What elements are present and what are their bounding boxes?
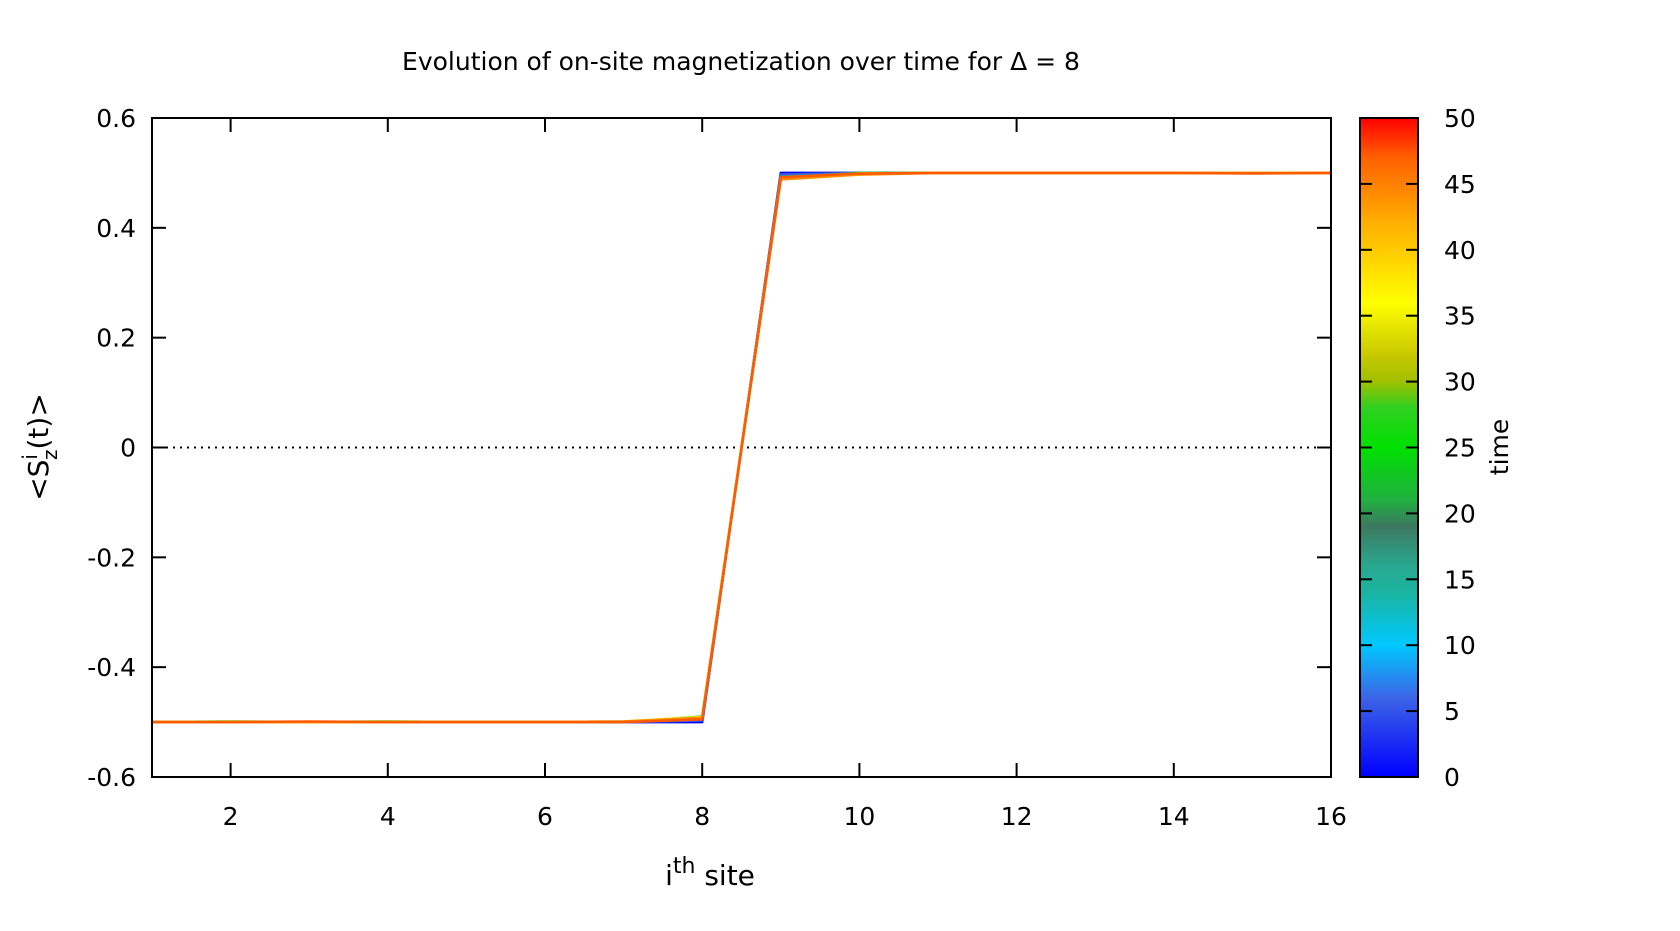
colorbar-tick-label: 50 xyxy=(1444,104,1476,133)
x-tick-label: 14 xyxy=(1158,802,1190,831)
y-axis-label-tail: (t)> xyxy=(22,393,55,449)
x-tick-label: 12 xyxy=(1001,802,1033,831)
y-axis-label-sup: i xyxy=(18,454,42,460)
x-axis-label-base: i xyxy=(665,859,673,892)
y-tick-label: 0.4 xyxy=(96,214,136,243)
y-tick-label: -0.6 xyxy=(87,763,136,792)
x-tick-label: 2 xyxy=(223,802,239,831)
y-tick-label: 0.2 xyxy=(96,324,136,353)
colorbar-tick-label: 45 xyxy=(1444,170,1476,199)
x-tick-label: 16 xyxy=(1315,802,1347,831)
chart-title: Evolution of on-site magnetization over … xyxy=(402,47,1080,76)
y-tick-label: 0.6 xyxy=(96,104,136,133)
series-lines xyxy=(152,171,1331,724)
y-tick-label: -0.2 xyxy=(87,543,136,572)
colorbar-tick-label: 20 xyxy=(1444,499,1476,528)
colorbar-tick-label: 0 xyxy=(1444,763,1460,792)
colorbar-tick-label: 10 xyxy=(1444,631,1476,660)
x-tick-label: 6 xyxy=(537,802,553,831)
colorbar-tick-label: 30 xyxy=(1444,368,1476,397)
y-tick-label: -0.4 xyxy=(87,653,136,682)
y-axis-ticks: 0.6 0.4 0.2 0 -0.2 -0.4 -0.6 xyxy=(87,104,1331,792)
y-axis-label: <Siz(t)> xyxy=(18,393,62,501)
series-line-6 xyxy=(152,171,1331,724)
x-axis-ticks: 2 4 6 8 10 12 14 16 xyxy=(223,118,1347,831)
y-tick-label: 0 xyxy=(120,434,136,463)
x-tick-label: 10 xyxy=(843,802,875,831)
colorbar-tick-label: 5 xyxy=(1444,697,1460,726)
x-axis-label-rest: site xyxy=(695,859,754,892)
x-axis-label: ith site xyxy=(665,854,755,892)
colorbar-tick-label: 15 xyxy=(1444,565,1476,594)
colorbar-tick-label: 40 xyxy=(1444,236,1476,265)
x-axis-label-sup: th xyxy=(673,854,696,879)
colorbar-label: time xyxy=(1485,419,1514,475)
x-tick-label: 4 xyxy=(380,802,396,831)
colorbar-tick-label: 35 xyxy=(1444,302,1476,331)
y-axis-label-lead: <S xyxy=(22,460,55,501)
x-tick-label: 8 xyxy=(694,802,710,831)
y-axis-label-sub: z xyxy=(38,450,62,461)
colorbar-tick-label: 25 xyxy=(1444,434,1476,463)
